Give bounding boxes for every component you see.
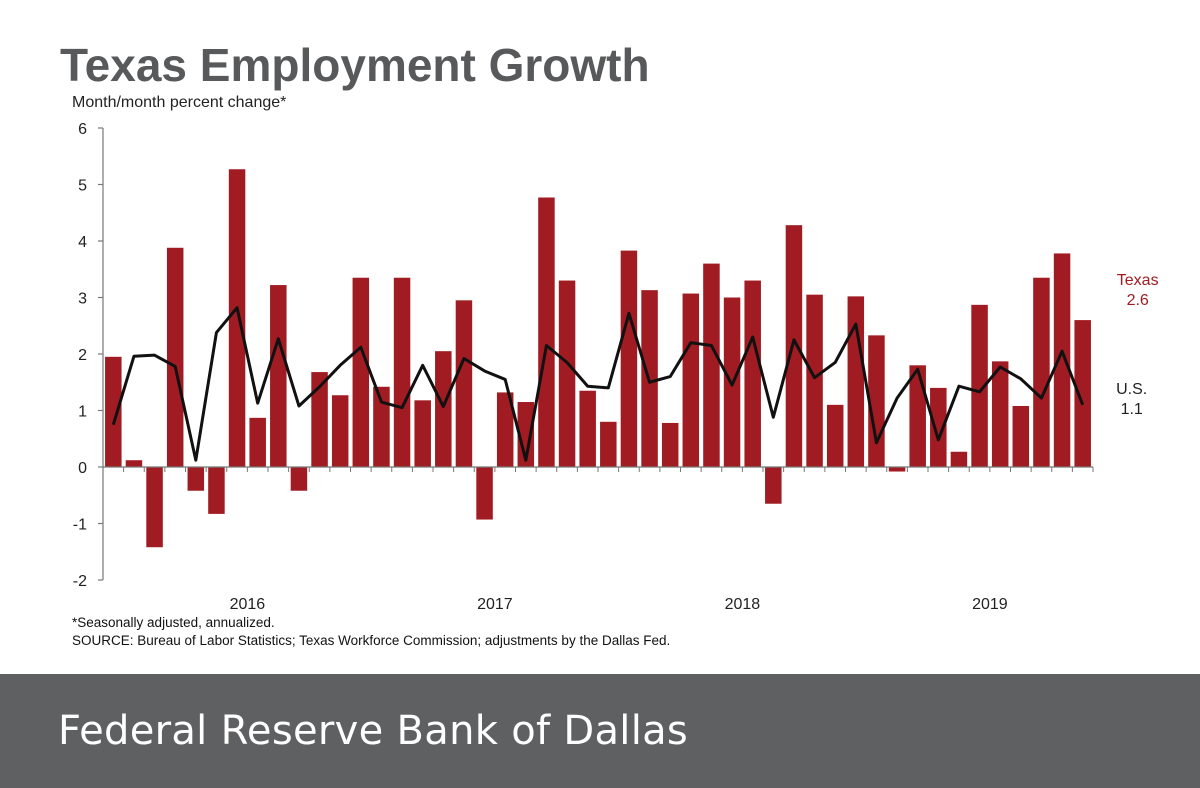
- texas-bar: [682, 293, 700, 467]
- texas-bar: [331, 395, 349, 467]
- texas-bar: [620, 250, 638, 467]
- y-tick-label: -2: [73, 573, 87, 590]
- texas-bar: [435, 351, 452, 467]
- x-year-label: 2019: [972, 596, 1008, 613]
- chart-axes: 6 5 4 3 2 1 0 -1 -2 2016 2017 2018 2019: [73, 121, 1094, 613]
- texas-bar: [414, 400, 431, 467]
- x-year-label: 2017: [477, 596, 513, 613]
- y-tick-label: 4: [78, 234, 87, 251]
- texas-bar: [785, 225, 803, 467]
- us-line-group: [111, 306, 1085, 462]
- texas-bar: [146, 467, 163, 548]
- texas-bar: [703, 263, 720, 467]
- texas-bar: [558, 280, 576, 467]
- texas-bar: [888, 467, 906, 472]
- texas-bar: [538, 197, 555, 467]
- texas-bar: [991, 361, 1009, 467]
- us-line: [111, 306, 1085, 462]
- texas-annotation-value: 2.6: [1127, 292, 1149, 309]
- texas-bar: [1074, 320, 1091, 467]
- footer-bar: Federal Reserve Bank of Dallas: [0, 674, 1200, 788]
- employment-chart: 6 5 4 3 2 1 0 -1 -2 2016 2017 2018 2019 Texas 2.6 U.…: [73, 121, 1159, 613]
- texas-bar: [476, 467, 493, 520]
- texas-bar: [208, 467, 225, 514]
- texas-bar: [125, 460, 143, 467]
- texas-bar: [826, 404, 844, 467]
- texas-bar: [517, 402, 535, 467]
- texas-bar: [744, 280, 761, 467]
- texas-bar: [1033, 277, 1050, 467]
- y-tick-label: -1: [73, 517, 87, 534]
- y-tick-label: 6: [78, 121, 87, 138]
- texas-bar: [393, 277, 411, 467]
- footnote-source: SOURCE: Bureau of Labor Statistics; Texa…: [72, 633, 671, 648]
- texas-bar: [290, 467, 308, 491]
- y-tick-label: 0: [78, 460, 87, 477]
- texas-bar: [847, 296, 865, 467]
- texas-bar: [600, 421, 617, 467]
- y-axis-label: Month/month percent change*: [72, 94, 287, 111]
- texas-bar: [166, 247, 184, 467]
- texas-bar: [930, 387, 947, 467]
- texas-bar: [1012, 405, 1030, 467]
- y-tick-label: 3: [78, 291, 87, 308]
- texas-bar: [228, 169, 246, 467]
- y-tick-label: 2: [78, 347, 87, 364]
- texas-bar: [455, 300, 473, 467]
- footnote-seasonal: *Seasonally adjusted, annualized.: [72, 615, 275, 630]
- texas-bar: [765, 467, 782, 504]
- footer-brand: Federal Reserve Bank of Dallas: [58, 708, 689, 754]
- texas-bar: [1053, 253, 1071, 467]
- us-annotation-label: U.S.: [1116, 381, 1147, 398]
- texas-bars: [105, 169, 1091, 548]
- texas-annotation-label: Texas: [1117, 272, 1159, 289]
- texas-bar: [270, 285, 287, 467]
- texas-bar: [311, 372, 328, 467]
- texas-bar: [950, 451, 968, 467]
- texas-bar: [909, 365, 926, 467]
- x-year-label: 2016: [230, 596, 266, 613]
- x-year-label: 2018: [725, 596, 761, 613]
- texas-bar: [187, 467, 205, 491]
- texas-bar: [971, 304, 988, 467]
- y-tick-label: 1: [78, 404, 87, 421]
- y-tick-label: 5: [78, 178, 87, 195]
- texas-bar: [496, 392, 514, 467]
- page-title: Texas Employment Growth: [60, 39, 650, 91]
- texas-bar: [806, 294, 823, 467]
- texas-bar: [661, 422, 679, 467]
- texas-bar: [105, 356, 122, 467]
- texas-bar: [373, 386, 390, 467]
- texas-bar: [352, 277, 370, 467]
- series-annotations: Texas 2.6 U.S. 1.1: [1116, 272, 1158, 418]
- texas-bar: [249, 417, 266, 467]
- texas-bar: [579, 390, 596, 467]
- us-annotation-value: 1.1: [1121, 401, 1143, 418]
